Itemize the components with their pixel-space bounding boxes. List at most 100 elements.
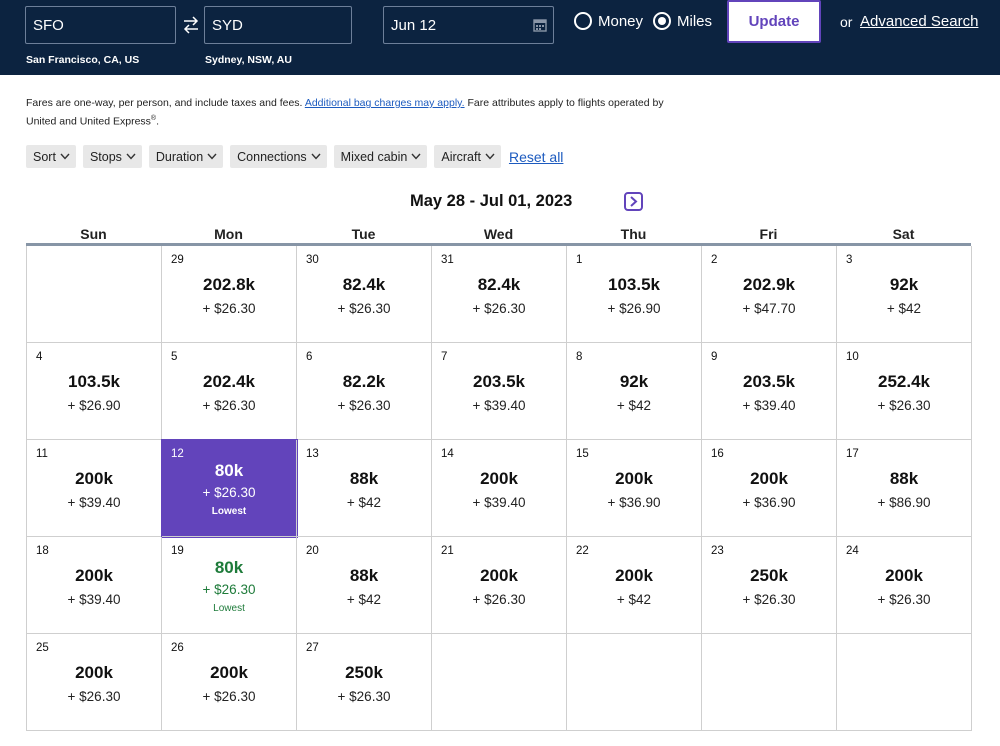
day-number: 14	[441, 448, 454, 460]
calendar-day[interactable]: 23 250k + $26.30	[702, 537, 837, 634]
calendar-day-empty	[567, 634, 702, 731]
tax-amount: + $36.90	[742, 495, 796, 510]
calendar-icon	[533, 19, 547, 32]
filter-label: Stops	[89, 149, 122, 164]
calendar-day[interactable]: 11 200k + $39.40	[27, 440, 162, 537]
miles-price: 200k	[615, 469, 653, 488]
calendar-day[interactable]: 25 200k + $26.30	[27, 634, 162, 731]
or-text: or	[840, 14, 853, 30]
origin-input[interactable]: SFO	[25, 6, 176, 44]
tax-amount: + $26.30	[337, 689, 391, 704]
depart-date-input[interactable]: Jun 12	[383, 6, 554, 44]
tax-amount: + $26.30	[202, 301, 256, 316]
miles-price: 202.4k	[203, 372, 255, 391]
calendar-day[interactable]: 10 252.4k + $26.30	[837, 343, 972, 440]
destination-input[interactable]: SYD	[204, 6, 352, 44]
calendar-day-empty	[702, 634, 837, 731]
day-number: 11	[36, 448, 48, 460]
calendar-day[interactable]: 9 203.5k + $39.40	[702, 343, 837, 440]
day-number: 16	[711, 448, 724, 460]
day-number: 21	[441, 545, 454, 557]
calendar-day-selected[interactable]: 12 80k + $26.30 Lowest	[161, 439, 298, 538]
day-number: 25	[36, 642, 49, 654]
tax-amount: + $39.40	[742, 398, 796, 413]
miles-price: 80k	[214, 558, 244, 577]
calendar-grid: 29 202.8k + $26.30 30 82.4k + $26.30 31 82.4k + …	[26, 246, 972, 731]
tax-amount: + $42	[886, 301, 922, 316]
day-number: 1	[576, 254, 583, 266]
destination-value: SYD	[212, 16, 243, 34]
chevron-down-icon	[60, 153, 70, 160]
swap-icon[interactable]	[181, 14, 201, 36]
filter-stops-button[interactable]: Stops	[82, 145, 142, 168]
filter-duration-button[interactable]: Duration	[148, 145, 224, 168]
calendar-day[interactable]: 13 88k + $42	[297, 440, 432, 537]
tax-amount: + $26.30	[472, 592, 526, 607]
filter-aircraft-button[interactable]: Aircraft	[434, 145, 501, 168]
advanced-search-link[interactable]: Advanced Search	[860, 13, 979, 30]
calendar-day[interactable]: 20 88k + $42	[297, 537, 432, 634]
miles-price: 252.4k	[878, 372, 930, 391]
next-month-button[interactable]	[624, 192, 643, 211]
calendar-day[interactable]: 7 203.5k + $39.40	[432, 343, 567, 440]
calendar-day[interactable]: 3 92k + $42	[837, 246, 972, 343]
calendar-day[interactable]: 29 202.8k + $26.30	[162, 246, 297, 343]
day-number: 8	[576, 351, 583, 363]
filter-connections-button[interactable]: Connections	[230, 145, 327, 168]
filter-mixed-cabin-button[interactable]: Mixed cabin	[333, 145, 428, 168]
reset-all-link[interactable]: Reset all	[508, 148, 564, 165]
tax-amount: + $86.90	[877, 495, 931, 510]
money-radio-label: Money	[598, 12, 644, 30]
calendar-day-empty	[432, 634, 567, 731]
calendar-day[interactable]: 26 200k + $26.30	[162, 634, 297, 731]
tax-amount: + $39.40	[472, 495, 526, 510]
day-number: 13	[306, 448, 319, 460]
tax-amount: + $26.30	[337, 398, 391, 413]
day-number: 7	[441, 351, 448, 363]
tax-amount: + $42	[616, 398, 652, 413]
disclaimer-end: .	[156, 115, 159, 128]
tax-amount: + $26.90	[607, 301, 661, 316]
calendar-day[interactable]: 27 250k + $26.30	[297, 634, 432, 731]
bag-charges-link[interactable]: Additional bag charges may apply.	[304, 97, 465, 109]
day-number: 27	[306, 642, 319, 654]
calendar-day[interactable]: 2 202.9k + $47.70	[702, 246, 837, 343]
calendar-day[interactable]: 15 200k + $36.90	[567, 440, 702, 537]
calendar-day[interactable]: 14 200k + $39.40	[432, 440, 567, 537]
filter-bar: Sort Stops Duration Connections Mixed cabin A…	[26, 145, 563, 168]
calendar-day[interactable]: 6 82.2k + $26.30	[297, 343, 432, 440]
calendar-day[interactable]: 19 80k + $26.30 Lowest	[162, 537, 297, 634]
filter-sort-button[interactable]: Sort	[26, 145, 76, 168]
miles-radio-selected-dot	[658, 17, 666, 25]
calendar-day[interactable]: 16 200k + $36.90	[702, 440, 837, 537]
calendar-day[interactable]: 30 82.4k + $26.30	[297, 246, 432, 343]
calendar-day-empty	[837, 634, 972, 731]
miles-price: 203.5k	[473, 372, 525, 391]
lowest-label: Lowest	[213, 603, 245, 614]
day-number: 23	[711, 545, 724, 557]
date-range-title: May 28 - Jul 01, 2023	[410, 192, 573, 210]
miles-price: 200k	[480, 566, 518, 585]
calendar-day[interactable]: 17 88k + $86.90	[837, 440, 972, 537]
calendar-day[interactable]: 1 103.5k + $26.90	[567, 246, 702, 343]
miles-radio[interactable]: Miles	[653, 12, 712, 30]
calendar-day[interactable]: 21 200k + $26.30	[432, 537, 567, 634]
money-radio[interactable]: Money	[574, 12, 643, 30]
update-button[interactable]: Update	[727, 0, 821, 43]
calendar-day[interactable]: 31 82.4k + $26.30	[432, 246, 567, 343]
weekday-label: Fri	[759, 226, 778, 242]
weekday-label: Sat	[892, 226, 915, 242]
weekday-label: Tue	[351, 226, 376, 242]
calendar-day[interactable]: 18 200k + $39.40	[27, 537, 162, 634]
calendar-day[interactable]: 8 92k + $42	[567, 343, 702, 440]
calendar-day[interactable]: 4 103.5k + $26.90	[27, 343, 162, 440]
day-number: 3	[846, 254, 853, 266]
miles-price: 250k	[345, 663, 383, 682]
calendar-day[interactable]: 22 200k + $42	[567, 537, 702, 634]
filter-label: Mixed cabin	[340, 149, 408, 164]
day-number: 4	[36, 351, 43, 363]
tax-amount: + $39.40	[472, 398, 526, 413]
calendar-day[interactable]: 5 202.4k + $26.30	[162, 343, 297, 440]
chevron-down-icon	[207, 153, 217, 160]
calendar-day[interactable]: 24 200k + $26.30	[837, 537, 972, 634]
